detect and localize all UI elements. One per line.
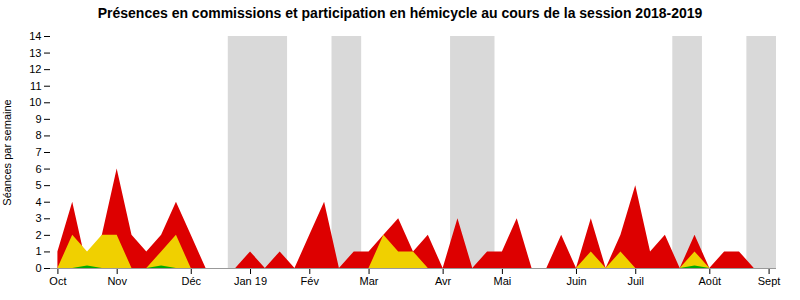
- svg-text:14: 14: [29, 30, 41, 42]
- svg-text:Avr: Avr: [435, 275, 452, 287]
- svg-text:Séances par semaine: Séances par semaine: [1, 99, 13, 205]
- svg-text:Oct: Oct: [49, 275, 66, 287]
- svg-text:8: 8: [35, 129, 41, 141]
- svg-text:Juil: Juil: [627, 275, 644, 287]
- svg-text:4: 4: [35, 196, 41, 208]
- svg-text:10: 10: [29, 96, 41, 108]
- svg-text:12: 12: [29, 63, 41, 75]
- svg-text:9: 9: [35, 113, 41, 125]
- svg-text:1: 1: [35, 245, 41, 257]
- svg-text:Juin: Juin: [566, 275, 586, 287]
- svg-text:Nov: Nov: [107, 275, 127, 287]
- svg-text:Sept: Sept: [758, 275, 781, 287]
- svg-text:5: 5: [35, 179, 41, 191]
- svg-text:Mar: Mar: [360, 275, 379, 287]
- svg-text:11: 11: [30, 80, 41, 92]
- svg-text:7: 7: [35, 146, 41, 158]
- svg-text:Août: Août: [699, 275, 722, 287]
- svg-text:Fév: Fév: [301, 275, 320, 287]
- svg-text:13: 13: [29, 47, 41, 59]
- svg-text:Déc: Déc: [181, 275, 201, 287]
- html-text:Présences en commissions et pa: Présences en commissions et participatio…: [97, 5, 703, 21]
- svg-text:Mai: Mai: [494, 275, 512, 287]
- svg-text:Jan 19: Jan 19: [234, 275, 267, 287]
- svg-text:3: 3: [35, 212, 41, 224]
- svg-text:0: 0: [35, 262, 41, 274]
- svg-text:2: 2: [35, 229, 41, 241]
- svg-text:6: 6: [35, 163, 41, 175]
